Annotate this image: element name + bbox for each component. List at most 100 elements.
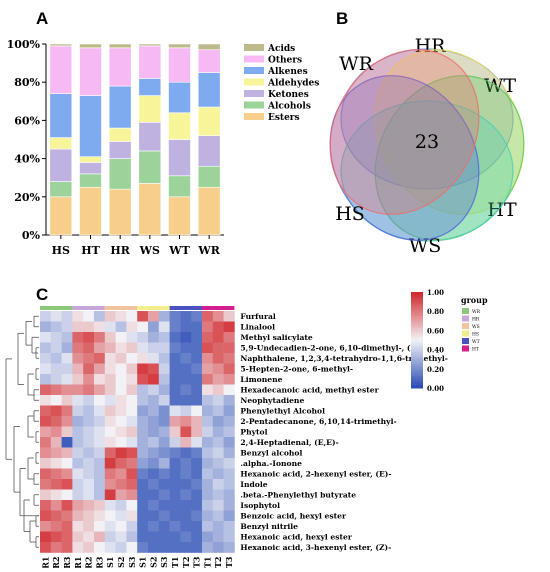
heatmap-cell bbox=[83, 489, 95, 501]
heatmap-cell bbox=[180, 405, 192, 417]
heatmap-cell bbox=[61, 521, 73, 532]
heatmap-cell bbox=[104, 426, 116, 438]
heatmap-column-label: HT1 bbox=[202, 557, 212, 569]
heatmap-cell bbox=[223, 426, 235, 438]
heatmap-row-label: Linalool bbox=[240, 323, 275, 332]
heatmap-cell bbox=[180, 521, 192, 532]
heatmap-cell bbox=[158, 531, 170, 543]
heatmap-cell bbox=[50, 353, 62, 364]
bar-segment-aldehydes bbox=[197, 106, 221, 136]
colorbar-step bbox=[411, 332, 423, 336]
heatmap-column-label: HR2 bbox=[84, 557, 94, 569]
heatmap-cell bbox=[115, 447, 127, 459]
heatmap-cell bbox=[223, 321, 235, 333]
bar-segment-esters bbox=[168, 196, 191, 236]
bar-segment-esters bbox=[79, 186, 102, 236]
venn-set-ht bbox=[374, 75, 525, 241]
colorbar-step bbox=[411, 352, 423, 355]
heatmap-cell bbox=[158, 426, 170, 438]
heatmap-cell bbox=[191, 342, 203, 354]
heatmap-cell bbox=[158, 447, 170, 459]
heatmap-column-label: HR3 bbox=[94, 556, 104, 568]
heatmap-cell bbox=[83, 342, 95, 354]
heatmap-row-label: 5-Hepten-2-one, 6-methyl- bbox=[240, 365, 353, 374]
heatmap-cell bbox=[223, 531, 235, 543]
heatmap-column-label: WS1 bbox=[105, 557, 115, 569]
heatmap-cell bbox=[169, 405, 181, 417]
heatmap-cell bbox=[126, 426, 138, 438]
heatmap-cell bbox=[191, 405, 203, 417]
heatmap-cell bbox=[94, 447, 106, 459]
heatmap-cell bbox=[61, 384, 73, 396]
heatmap-cell bbox=[223, 395, 235, 406]
venn-label-hs: HS bbox=[335, 203, 365, 225]
heatmap-cell bbox=[104, 468, 116, 480]
colorbar-step bbox=[411, 383, 423, 387]
heatmap-cell bbox=[148, 353, 160, 364]
heatmap-cell bbox=[115, 542, 127, 553]
heatmap-cell bbox=[223, 447, 235, 459]
heatmap-cell bbox=[83, 531, 95, 543]
colorbar-step bbox=[411, 385, 423, 389]
heatmap-cell bbox=[61, 395, 73, 406]
venn-label-wr: WR bbox=[339, 53, 374, 75]
heatmap-cell bbox=[83, 374, 95, 385]
heatmap-cell bbox=[94, 332, 106, 343]
heatmap-cell bbox=[223, 489, 235, 501]
heatmap-cell bbox=[148, 321, 160, 333]
heatmap-cell bbox=[180, 489, 192, 501]
heatmap-cell bbox=[61, 426, 73, 438]
heatmap-column-label: HS2 bbox=[148, 557, 158, 569]
group-legend-swatch-hr bbox=[462, 315, 469, 322]
heatmap-cell bbox=[148, 384, 160, 396]
heatmap-cell bbox=[104, 405, 116, 417]
heatmap-cell bbox=[126, 468, 138, 480]
heatmap-cell bbox=[223, 510, 235, 522]
heatmap-cell bbox=[115, 489, 127, 501]
heatmap-cell bbox=[148, 521, 160, 532]
heatmap-row-label: Benzyl nitrile bbox=[240, 522, 298, 531]
heatmap-cell bbox=[94, 342, 106, 354]
heatmap-cell bbox=[83, 458, 95, 469]
heatmap-cell bbox=[180, 416, 192, 427]
heatmap-cell bbox=[61, 374, 73, 385]
group-legend-label: HT bbox=[472, 347, 479, 353]
colorbar-step bbox=[411, 335, 423, 339]
heatmap-cell bbox=[94, 311, 106, 322]
x-tick-label: WT bbox=[168, 244, 190, 257]
heatmap-row-label: 5,9-Undecadien-2-one, 6,10-dimethyl-, (E… bbox=[240, 344, 423, 353]
colorbar-step bbox=[411, 373, 423, 377]
heatmap-cell bbox=[72, 458, 84, 469]
heatmap-cell bbox=[94, 321, 106, 333]
heatmap-cell bbox=[212, 416, 224, 427]
heatmap-cell bbox=[148, 342, 160, 354]
heatmap-cell bbox=[223, 363, 235, 375]
heatmap-cell bbox=[126, 405, 138, 417]
heatmap-cell bbox=[148, 405, 160, 417]
heatmap-cell bbox=[61, 405, 73, 417]
heatmap-cell bbox=[83, 311, 95, 322]
heatmap-cell bbox=[104, 332, 116, 343]
legend-label-acids: Acids bbox=[267, 44, 295, 54]
heatmap-cell bbox=[202, 395, 214, 406]
heatmap-cell bbox=[40, 542, 52, 553]
heatmap-cell bbox=[137, 542, 149, 553]
heatmap-cell bbox=[202, 321, 214, 333]
heatmap-cell bbox=[126, 500, 138, 511]
heatmap-cell bbox=[94, 405, 106, 417]
group-legend-label: WR bbox=[472, 309, 481, 315]
heatmap-cell bbox=[104, 521, 116, 532]
heatmap-cell bbox=[148, 426, 160, 438]
heatmap-cell bbox=[72, 489, 84, 501]
heatmap-cell bbox=[202, 500, 214, 511]
heatmap-column-label: WT2 bbox=[181, 557, 191, 569]
heatmap-cell bbox=[126, 458, 138, 469]
bar-segment-acids bbox=[197, 43, 221, 51]
heatmap-cell bbox=[169, 458, 181, 469]
heatmap-cell bbox=[94, 374, 106, 385]
heatmap-cell bbox=[212, 510, 224, 522]
heatmap-row-label: Indole bbox=[240, 480, 267, 489]
heatmap-column-label: WT3 bbox=[192, 556, 202, 568]
heatmap-cell bbox=[83, 500, 95, 511]
heatmap-cell bbox=[180, 384, 192, 396]
